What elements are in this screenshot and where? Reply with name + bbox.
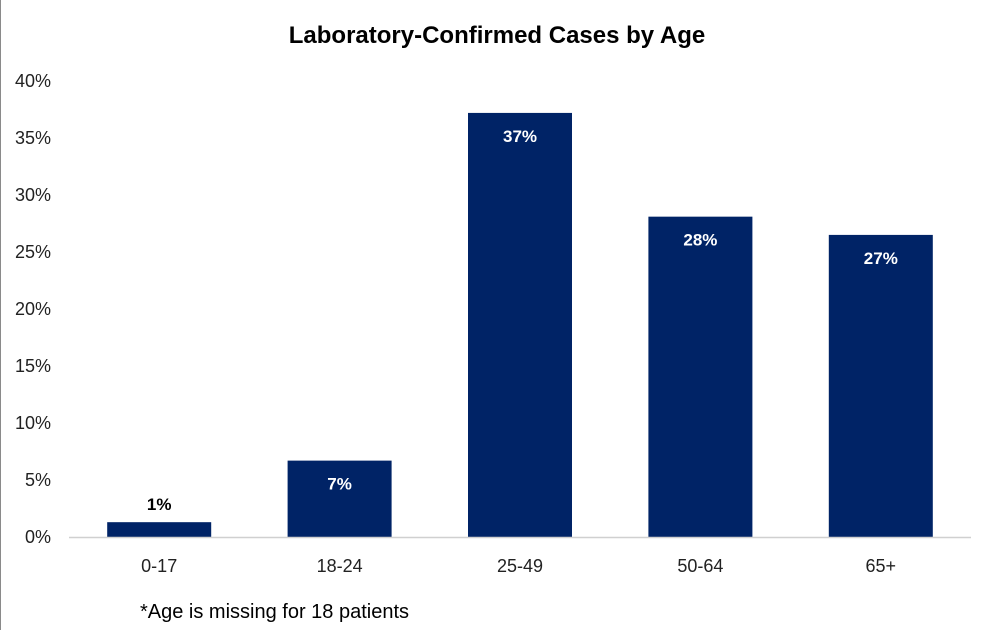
x-axis: 0-17 18-24 25-49 50-64 65+ (69, 536, 971, 576)
y-tick-label: 5% (25, 470, 51, 490)
y-tick-label: 10% (15, 413, 51, 433)
y-tick-label: 25% (15, 242, 51, 262)
y-tick-label: 40% (15, 71, 51, 91)
x-tick-label: 18-24 (317, 556, 363, 576)
data-label: 28% (683, 231, 717, 250)
bar (287, 460, 392, 537)
data-label: 27% (864, 249, 898, 268)
y-tick-label: 15% (15, 356, 51, 376)
bars (107, 112, 933, 538)
y-tick-label: 20% (15, 299, 51, 319)
y-tick-label: 30% (15, 185, 51, 205)
x-tick-label: 25-49 (497, 556, 543, 576)
y-tick-label: 0% (25, 527, 51, 547)
bar (468, 112, 572, 538)
data-label: 7% (327, 475, 352, 494)
data-label: 1% (147, 495, 172, 514)
data-labels: 1% 7% 37% 28% 27% (147, 127, 898, 514)
bar (828, 234, 933, 537)
y-tick-label: 35% (15, 128, 51, 148)
bar (107, 522, 212, 537)
y-axis: 0% 5% 10% 15% 20% 25% 30% 35% 40% (15, 71, 51, 547)
bar (648, 216, 753, 537)
footnote: *Age is missing for 18 patients (140, 601, 409, 623)
x-tick-label: 65+ (866, 556, 897, 576)
data-label: 37% (503, 127, 537, 146)
x-tick-label: 50-64 (677, 556, 723, 576)
x-tick-label: 0-17 (141, 556, 177, 576)
chart-title: Laboratory-Confirmed Cases by Age (289, 22, 706, 49)
